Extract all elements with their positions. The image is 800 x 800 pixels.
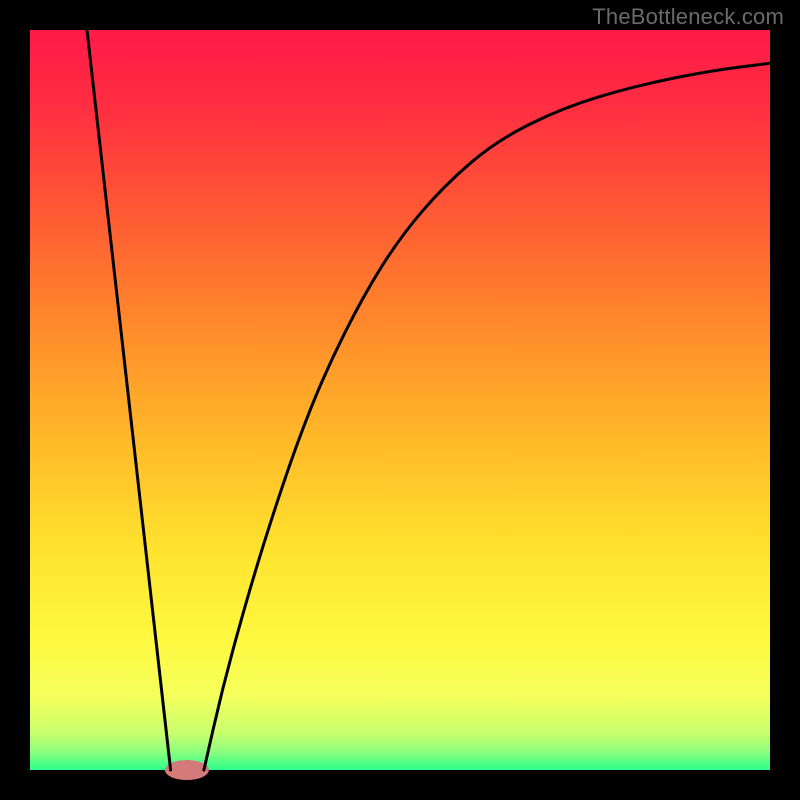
chart-container: TheBottleneck.com bbox=[0, 0, 800, 800]
bottleneck-chart bbox=[0, 0, 800, 800]
watermark-text: TheBottleneck.com bbox=[592, 4, 784, 30]
plot-area bbox=[30, 30, 770, 770]
